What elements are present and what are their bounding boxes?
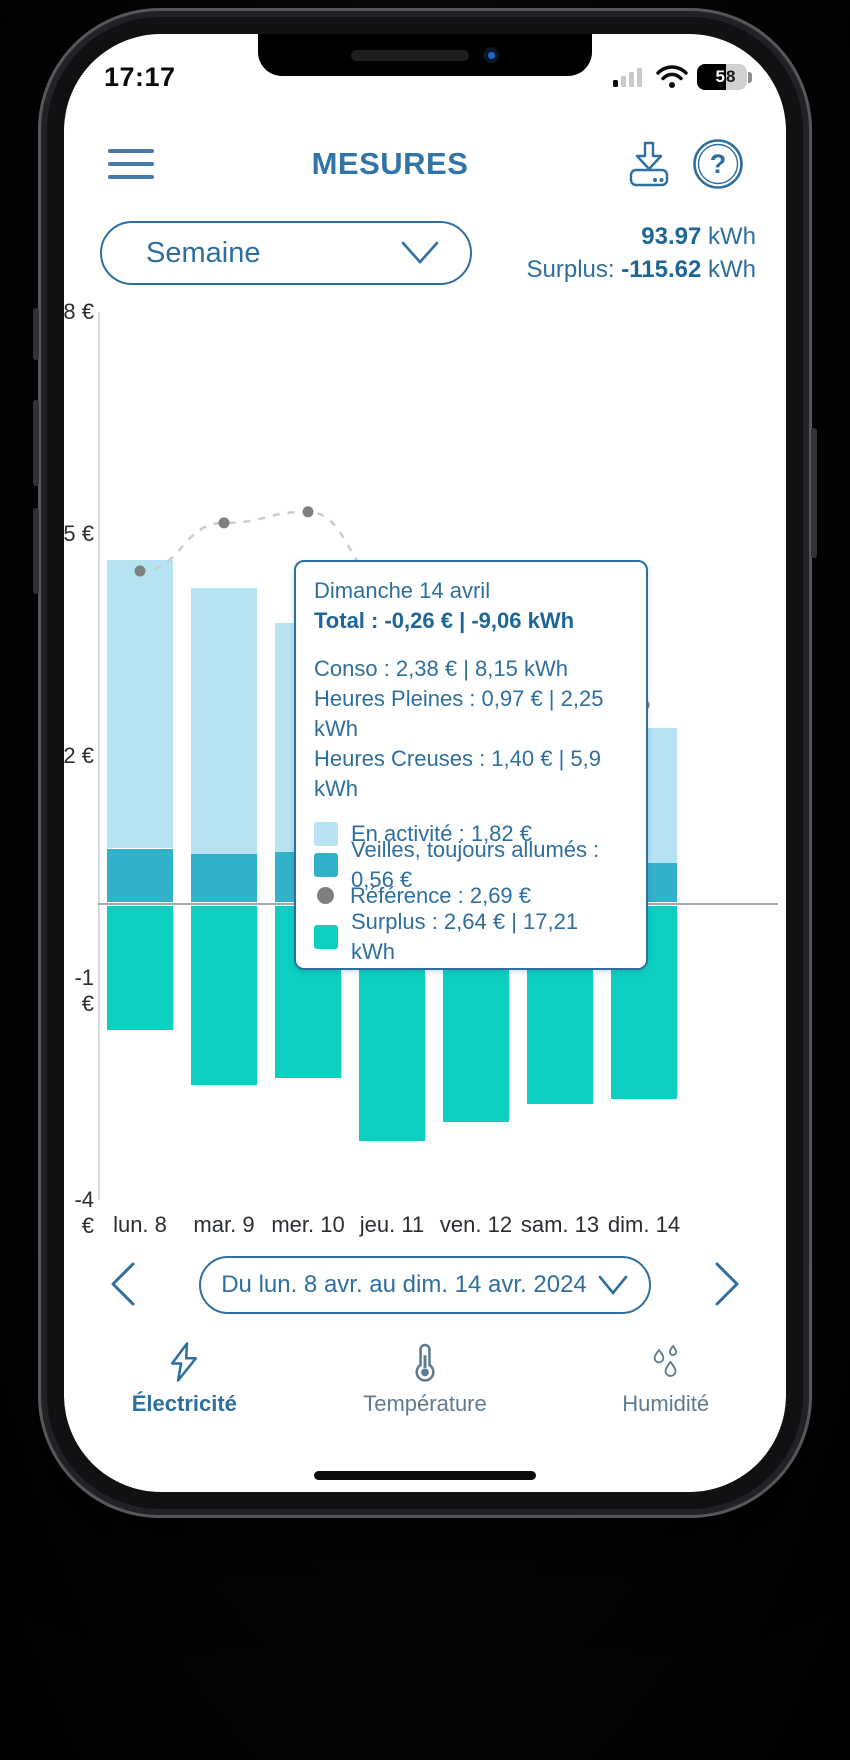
total-kwh-value: 93.97 bbox=[641, 223, 702, 250]
bar-segment[interactable] bbox=[191, 853, 257, 902]
chevron-down-icon bbox=[401, 241, 439, 264]
tooltip-heures-pleines: Heures Pleines : 0,97 € | 2,25 kWh bbox=[314, 686, 604, 741]
tooltip-title: Dimanche 14 avril bbox=[314, 578, 491, 603]
bar-segment[interactable] bbox=[107, 848, 173, 902]
x-axis-label: sam. 13 bbox=[520, 1212, 600, 1237]
date-range-selector[interactable]: Du lun. 8 avr. au dim. 14 avr. 2024 bbox=[199, 1256, 651, 1314]
y-axis-tick: 5 € bbox=[64, 521, 94, 546]
notch bbox=[258, 34, 592, 76]
signal-icon bbox=[613, 68, 642, 87]
phone-frame: 17:17 5 8 bbox=[33, 8, 817, 1518]
volume-down-button bbox=[33, 508, 39, 594]
help-icon[interactable]: ? bbox=[692, 138, 744, 190]
tab-humidite[interactable]: Humidité bbox=[545, 1342, 786, 1417]
y-axis-tick: 8 € bbox=[64, 299, 94, 324]
y-axis-tick: -4 € bbox=[74, 1187, 94, 1238]
legend-swatch-gray-dot bbox=[317, 887, 334, 904]
x-axis-label: mar. 9 bbox=[193, 1212, 255, 1237]
y-axis-line bbox=[98, 312, 100, 1200]
x-axis-label: lun. 8 bbox=[113, 1212, 167, 1237]
bar-segment[interactable] bbox=[107, 559, 173, 849]
app-header: MESURES ? bbox=[108, 138, 744, 190]
legend-item: En activité : 1,82 € bbox=[314, 818, 628, 849]
x-axis-labels: lun. 8 mar. 9 mer. 10 jeu. 11 ven. 12 sam. 13… bbox=[64, 1212, 786, 1244]
svg-text:?: ? bbox=[710, 149, 727, 179]
power-button bbox=[811, 428, 817, 558]
wifi-icon bbox=[656, 65, 688, 88]
controls-row: Semaine 93.97 kWh Surplus: -115.62 kWh bbox=[100, 220, 756, 286]
legend-swatch-light-blue bbox=[314, 821, 338, 846]
speaker-grille bbox=[351, 49, 469, 61]
x-axis-label: dim. 14 bbox=[607, 1212, 681, 1237]
tooltip-total: Total : -0,26 € | -9,06 kWh bbox=[314, 608, 575, 633]
tab-bar: Électricité Température Humidité bbox=[64, 1342, 786, 1417]
y-axis-tick: -1 € bbox=[74, 965, 94, 1016]
battery-icon: 5 8 bbox=[697, 64, 752, 90]
date-navigation: Du lun. 8 avr. au dim. 14 avr. 2024 bbox=[104, 1256, 746, 1314]
front-camera bbox=[483, 47, 499, 63]
y-axis-tick: 2 € bbox=[64, 743, 94, 768]
bar-chart: Dimanche 14 avril Total : -0,26 € | -9,0… bbox=[64, 299, 786, 1248]
bar-segment[interactable] bbox=[107, 906, 173, 1030]
chart-tooltip: Dimanche 14 avril Total : -0,26 € | -9,0… bbox=[294, 560, 648, 970]
lightning-icon bbox=[171, 1342, 198, 1382]
droplets-icon bbox=[653, 1344, 677, 1377]
legend-item: Veilles, toujours allumés : 0,56 € bbox=[314, 837, 628, 892]
x-axis-label: jeu. 11 bbox=[359, 1212, 425, 1237]
bar-segment[interactable] bbox=[191, 588, 257, 854]
chart-plot-area[interactable]: Dimanche 14 avril Total : -0,26 € | -9,0… bbox=[64, 299, 786, 1238]
app-screen: 17:17 5 8 bbox=[64, 34, 786, 1492]
surplus-kwh-value: -115.62 bbox=[621, 256, 702, 283]
x-axis-label: ven. 12 bbox=[439, 1212, 513, 1237]
status-bar: 17:17 5 8 bbox=[104, 54, 752, 100]
hamburger-menu-icon[interactable] bbox=[108, 149, 154, 179]
tooltip-conso: Conso : 2,38 € | 8,15 kWh bbox=[314, 656, 568, 681]
page-title: MESURES bbox=[311, 146, 469, 181]
legend-item: Surplus : 2,64 € | 17,21 kWh bbox=[314, 909, 628, 964]
energy-totals: 93.97 kWh Surplus: -115.62 kWh bbox=[526, 223, 756, 283]
chevron-left-icon[interactable] bbox=[104, 1257, 142, 1314]
chevron-right-icon[interactable] bbox=[708, 1257, 746, 1314]
volume-up-button bbox=[33, 400, 39, 486]
tab-temperature[interactable]: Température bbox=[305, 1342, 546, 1417]
tab-electricite[interactable]: Électricité bbox=[64, 1342, 305, 1417]
chevron-down-icon bbox=[598, 1275, 628, 1296]
bar-segment[interactable] bbox=[191, 906, 257, 1086]
tooltip-heures-creuses: Heures Creuses : 1,40 € | 5,9 kWh bbox=[314, 746, 601, 801]
period-selector[interactable]: Semaine bbox=[100, 221, 472, 285]
legend-swatch-green bbox=[314, 924, 338, 949]
x-axis-label: mer. 10 bbox=[271, 1212, 345, 1237]
clock: 17:17 bbox=[104, 61, 176, 92]
legend-swatch-teal bbox=[314, 852, 338, 877]
thermometer-icon bbox=[415, 1343, 435, 1382]
download-icon[interactable] bbox=[626, 139, 672, 189]
home-indicator[interactable] bbox=[314, 1471, 536, 1480]
legend-item: Référence : 2,69 € bbox=[314, 880, 628, 911]
mute-switch bbox=[33, 308, 39, 360]
